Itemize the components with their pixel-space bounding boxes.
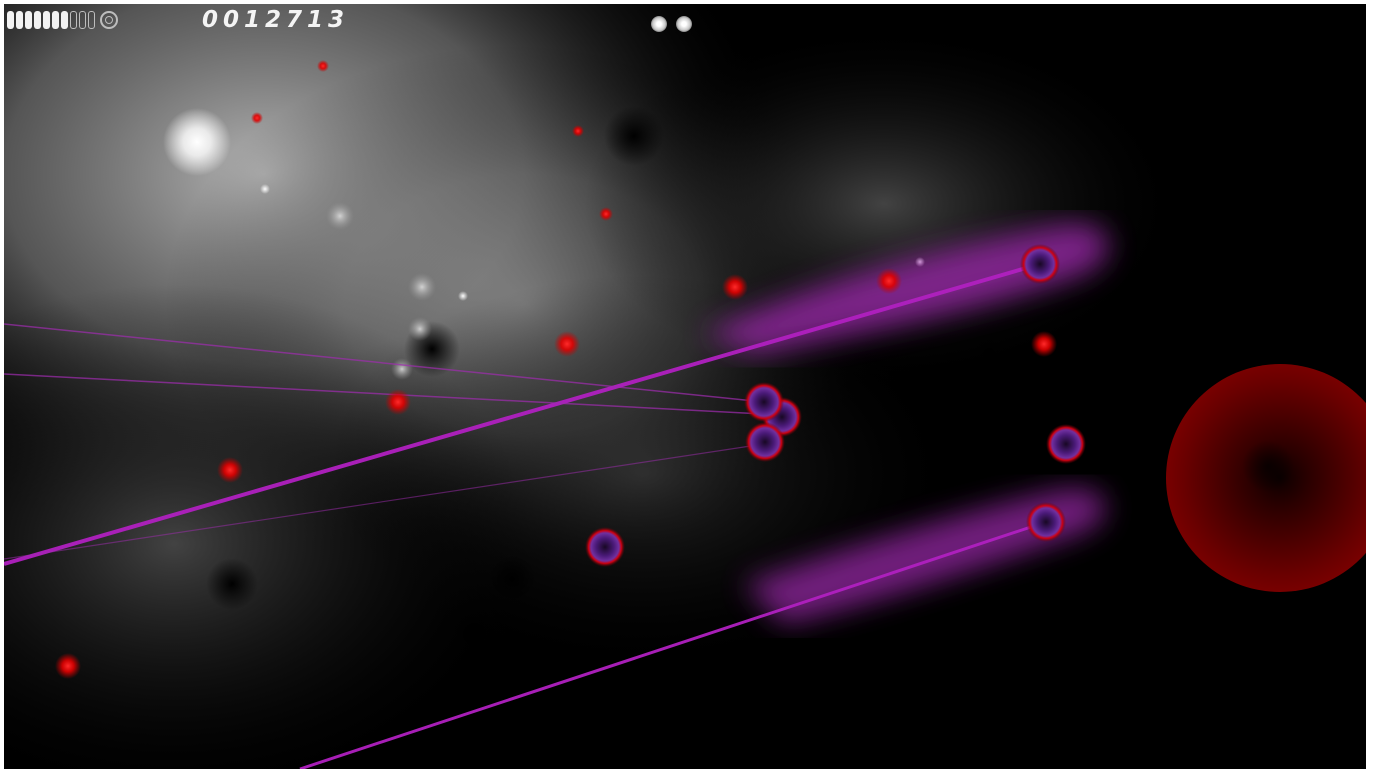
white-particle	[260, 184, 270, 194]
lives-indicator	[651, 16, 692, 32]
enemy-pod[interactable]	[1020, 244, 1060, 284]
red-orb	[554, 331, 580, 357]
gray-bubble	[408, 317, 432, 341]
health-pip-full	[52, 11, 59, 29]
health-pip-empty	[88, 11, 95, 29]
dark-spot	[206, 558, 258, 610]
life-orb-icon	[676, 16, 692, 32]
health-pip-empty	[79, 11, 86, 29]
gray-bubble	[391, 358, 413, 380]
enemy-pod[interactable]	[744, 382, 784, 422]
red-orb	[1031, 331, 1057, 357]
health-pip-empty	[70, 11, 77, 29]
enemy-pod[interactable]	[1026, 502, 1066, 542]
life-orb-icon	[651, 16, 667, 32]
enemy-pod[interactable]	[585, 527, 625, 567]
health-pip-full	[16, 11, 23, 29]
laser-glow-top	[704, 223, 1109, 354]
gray-bubble	[408, 273, 436, 301]
gray-bubble	[326, 202, 354, 230]
red-orb	[572, 125, 584, 137]
white-particle	[458, 291, 468, 301]
dark-spot	[604, 106, 664, 166]
dark-spot	[1242, 440, 1294, 492]
red-orb	[722, 274, 748, 300]
spiral-icon	[100, 11, 118, 29]
enemy-pod[interactable]	[1046, 424, 1086, 464]
red-orb	[317, 60, 329, 72]
enemy-laser	[299, 520, 1047, 769]
health-pip-full	[25, 11, 32, 29]
health-meter	[7, 11, 118, 29]
dark-spot	[488, 555, 536, 603]
enemy-pod[interactable]	[745, 422, 785, 462]
dark-spot	[444, 604, 504, 664]
red-orb	[599, 207, 613, 221]
laser-glow-bottom	[744, 488, 1106, 624]
score-counter: 0012713	[202, 7, 350, 33]
game-viewport[interactable]: 0012713	[4, 4, 1366, 769]
health-pip-full	[34, 11, 41, 29]
dark-spot	[967, 332, 1011, 376]
red-orb	[251, 112, 263, 124]
hud-bar: 0012713	[4, 4, 1366, 40]
red-orb	[876, 268, 902, 294]
enemy-laser	[4, 262, 1041, 566]
red-orb	[217, 457, 243, 483]
red-orb	[385, 389, 411, 415]
enemy-laser-thin	[4, 373, 765, 415]
white-glow-orb	[163, 108, 231, 176]
playfield	[4, 4, 1366, 769]
red-orb	[55, 653, 81, 679]
health-pip-full	[61, 11, 68, 29]
health-pip-full	[43, 11, 50, 29]
enemy-laser-thin	[4, 443, 765, 560]
health-pip-full	[7, 11, 14, 29]
enemy-laser-thin	[4, 323, 765, 403]
